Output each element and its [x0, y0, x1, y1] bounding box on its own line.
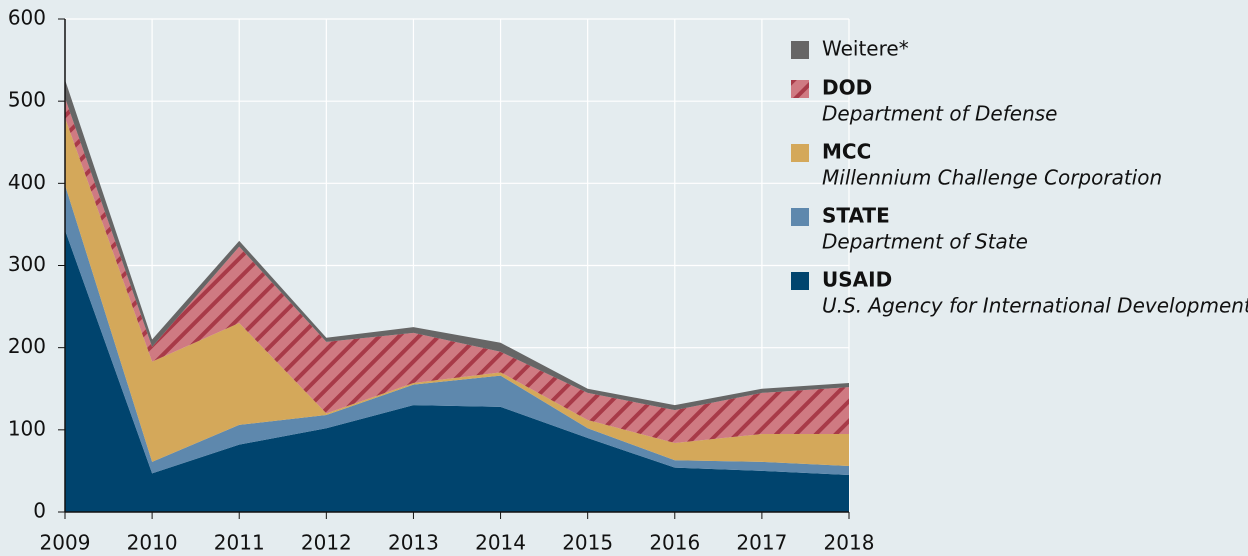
y-tick-label: 400 [8, 170, 46, 194]
area [65, 230, 849, 512]
y-tick-label: 200 [8, 334, 46, 358]
x-tick-label: 2011 [214, 531, 265, 555]
legend-swatch [791, 41, 809, 59]
legend-label: Weitere* [822, 37, 909, 61]
y-tick-label: 100 [8, 416, 46, 440]
y-tick-label: 600 [8, 6, 46, 30]
x-tick-label: 2009 [40, 531, 91, 555]
legend-description: Millennium Challenge Corporation [822, 166, 1162, 190]
legend-label: USAID [822, 268, 892, 292]
x-tick-label: 2015 [562, 531, 613, 555]
legend-description: Department of State [822, 230, 1028, 254]
x-tick-label: 2016 [649, 531, 700, 555]
y-tick-label: 0 [33, 499, 46, 523]
legend-description: Department of Defense [822, 102, 1057, 126]
x-tick-label: 2010 [127, 531, 178, 555]
legend-label: MCC [822, 140, 871, 164]
x-tick-label: 2014 [475, 531, 526, 555]
legend-description: U.S. Agency for International Developmen… [822, 294, 1248, 318]
x-tick-label: 2018 [824, 531, 875, 555]
area [65, 184, 849, 476]
x-tick-label: 2017 [736, 531, 787, 555]
legend-label: DOD [822, 76, 872, 100]
legend-swatch [791, 144, 809, 162]
legend-swatch [791, 208, 809, 226]
legend-label: STATE [822, 204, 890, 228]
y-tick-label: 300 [8, 252, 46, 276]
x-tick-label: 2012 [301, 531, 352, 555]
x-tick-label: 2013 [388, 531, 439, 555]
y-tick-label: 500 [8, 88, 46, 112]
legend-swatch [791, 272, 809, 290]
area [65, 97, 849, 443]
legend-swatch [791, 80, 809, 98]
area [65, 117, 849, 466]
